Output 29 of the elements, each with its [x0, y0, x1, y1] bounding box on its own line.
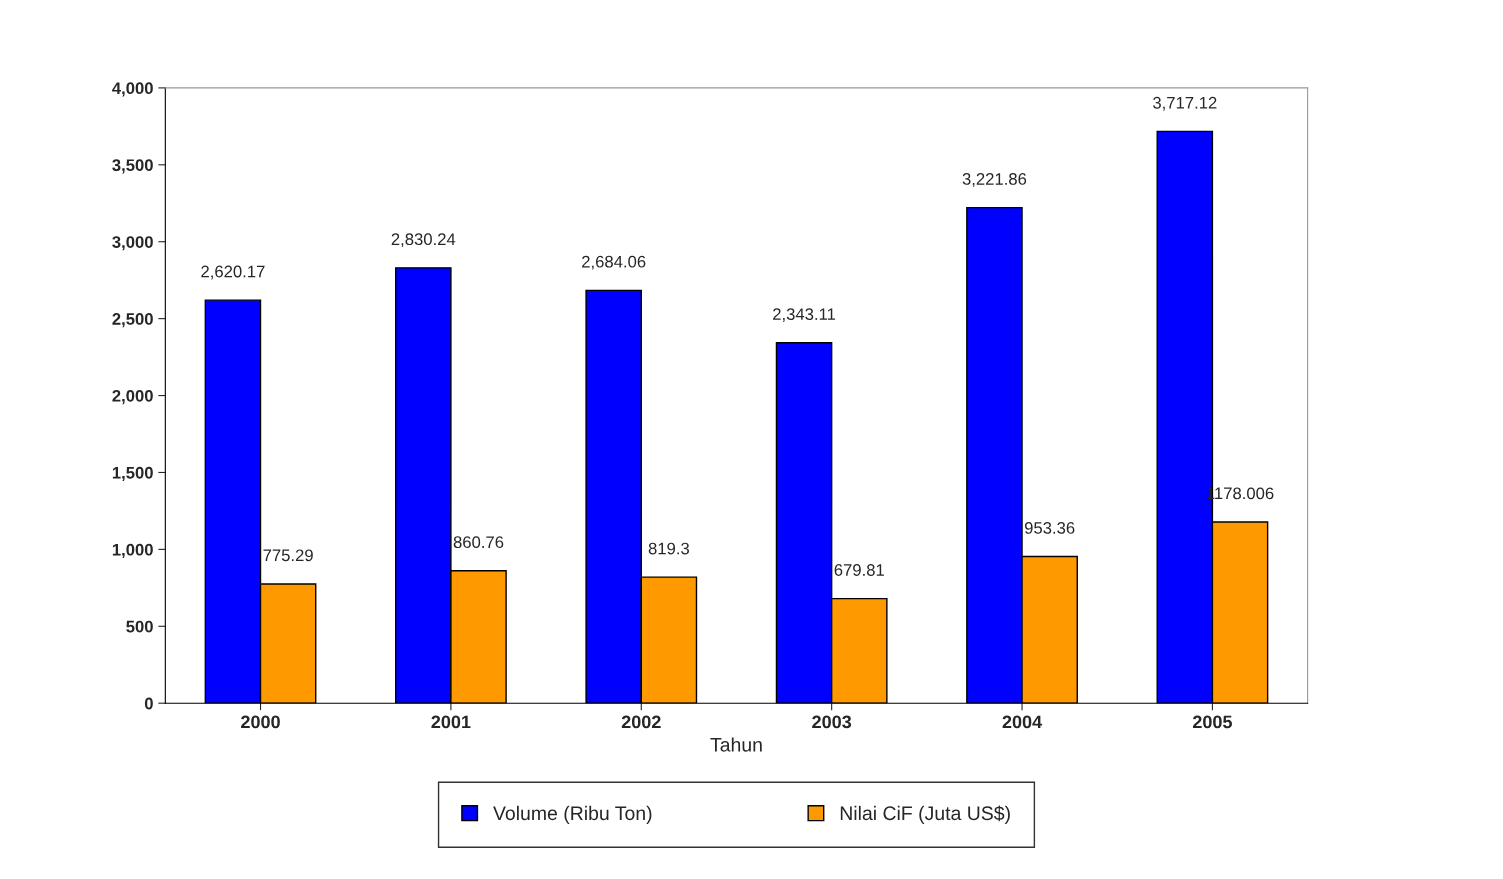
data-label: 860.76 — [453, 536, 504, 549]
y-tick-label: 3,500 — [112, 159, 153, 174]
data-label: 2,830.24 — [391, 233, 456, 248]
y-tick-label: 500 — [126, 620, 153, 633]
y-tick-label: 2,000 — [112, 389, 153, 405]
y-tick-label: 1,000 — [112, 543, 153, 558]
data-label: 2,620.17 — [201, 265, 265, 280]
data-label: 679.81 — [834, 564, 884, 576]
y-tick-label: 1,500 — [112, 466, 153, 482]
x-tick-label: 2002 — [621, 715, 661, 729]
data-label: 819.3 — [648, 542, 690, 555]
x-tick-label: 2003 — [812, 715, 852, 729]
legend-label: Nilai CiF (Juta US$) — [840, 805, 1010, 824]
data-label: 2,343.11 — [773, 308, 836, 322]
data-label: 775.29 — [263, 549, 313, 562]
x-tick-label: 2005 — [1192, 715, 1232, 729]
y-tick-label: 3,000 — [112, 236, 153, 251]
y-tick-label: 4,000 — [112, 82, 153, 97]
data-label: 3,221.86 — [962, 173, 1027, 187]
y-tick-label: 2,500 — [112, 313, 153, 328]
x-tick-label: 2000 — [241, 715, 280, 729]
y-tick-label: 0 — [144, 697, 153, 710]
x-tick-label: 2004 — [1002, 715, 1043, 729]
x-axis-title: Tahun — [710, 737, 762, 752]
data-label: 2,684.06 — [582, 255, 646, 270]
x-tick-label: 2001 — [431, 715, 471, 729]
data-label: 3,717.12 — [1153, 96, 1217, 111]
legend-label: Volume (Ribu Ton) — [493, 805, 652, 824]
data-label: 953.36 — [1024, 522, 1075, 534]
